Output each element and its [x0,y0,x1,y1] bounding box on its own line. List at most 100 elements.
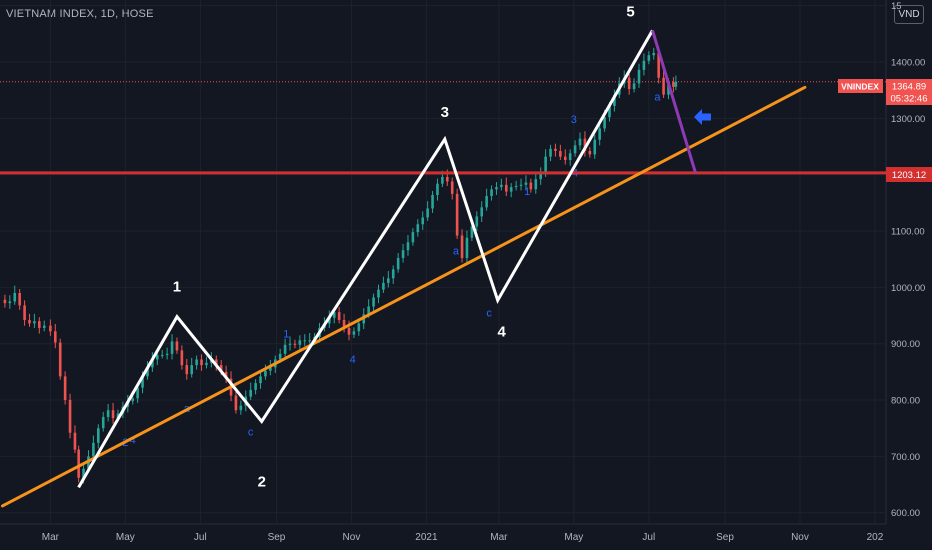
candle-body [293,343,297,345]
candle-body [214,359,218,366]
y-tick-label: 1100.00 [891,227,925,238]
candle-body [283,344,287,354]
candle-body [77,449,80,478]
candle-body [53,331,57,343]
candle-body [588,151,592,155]
candle-body [372,297,375,307]
candle-body [3,299,7,304]
candle-body [190,365,194,375]
x-tick-label: 2021 [415,532,438,543]
candle-body [249,389,252,397]
candle-body [33,321,36,324]
candle-body [652,52,656,56]
currency-button[interactable]: VND [894,5,924,24]
candle-body [18,292,21,306]
candle-body [524,182,528,185]
candle-body [68,400,72,433]
y-tick-label: 1300.00 [891,114,925,125]
candle-body [662,77,665,95]
candle-body [116,413,120,419]
candle-body [583,138,587,152]
candle-body [38,321,41,328]
wave-label: 3 [441,104,449,121]
candle-body [549,148,552,157]
sub-wave-label: c [486,308,492,320]
candle-body [642,60,646,70]
candle-body [28,320,31,324]
candle-body [288,343,292,345]
candle-body [239,405,243,411]
candle-body [155,354,159,360]
candle-body [559,151,562,157]
candle-body [514,185,518,188]
candle-body [387,278,390,283]
projection-line [651,29,697,174]
candle-body [593,139,597,155]
candle-body [97,428,100,443]
candle-body [347,327,351,335]
y-tick-label: 700.00 [891,452,920,463]
candle-body [460,235,464,259]
candle-body [278,353,282,360]
current-price-value: 1364.89 [892,82,926,93]
candle-body [603,117,606,129]
candle-body [13,292,17,302]
candle-body [455,193,459,236]
current-price-box [886,79,932,105]
candle-body [411,232,415,243]
y-tick-label: 1400.00 [891,57,925,68]
chart-title: VIETNAM INDEX, 1D, HOSE [6,8,154,20]
support-price-value: 1203.12 [892,170,926,181]
x-tick-label: Jul [642,532,655,543]
left-arrow-icon [694,109,711,125]
candle-body [421,217,425,225]
candle-body [357,323,361,332]
x-tick-label: Nov [791,532,809,543]
candle-body [367,306,370,315]
candle-body [332,312,336,318]
x-tick-label: Nov [343,532,361,543]
candle-body [269,367,272,371]
candle-body [49,325,52,332]
candle-body [219,365,223,372]
candle-body [647,55,651,61]
candle-body [598,128,601,140]
y-tick-label: 900.00 [891,339,920,350]
candle-body [259,376,262,384]
candle-body [151,359,154,368]
candle-body [200,359,203,366]
candle-body [480,207,484,217]
wave-label: 5 [626,3,634,20]
sub-wave-label: a [453,246,460,258]
candle-body [146,367,149,377]
candle-body [509,187,513,192]
sub-wave-label: 1 [283,329,289,341]
candle-body [475,216,479,227]
candle-body [632,83,636,90]
candle-body [63,376,67,401]
candle-body [608,105,611,118]
candle-body [613,94,616,106]
candle-body [568,153,572,161]
candle-body [382,282,385,290]
sub-wave-label: 3 [571,114,577,126]
current-price-symbol-box [838,79,883,93]
candle-body [342,320,346,328]
candle-body [160,354,164,356]
candle-body [23,305,26,321]
y-tick-label: 1000.00 [891,283,925,294]
candle-body [264,370,267,377]
wave-label: 2 [258,473,266,490]
candle-body [504,184,508,192]
elliott-wave-line [77,29,654,489]
candle-body [485,196,488,208]
candle-body [377,289,380,298]
candle-body [165,353,169,355]
candle-body [303,340,307,342]
candle-body [180,350,184,366]
candle-body [352,331,356,335]
candle-body [195,359,198,366]
candle-body [337,312,341,321]
candle-body [519,184,523,186]
